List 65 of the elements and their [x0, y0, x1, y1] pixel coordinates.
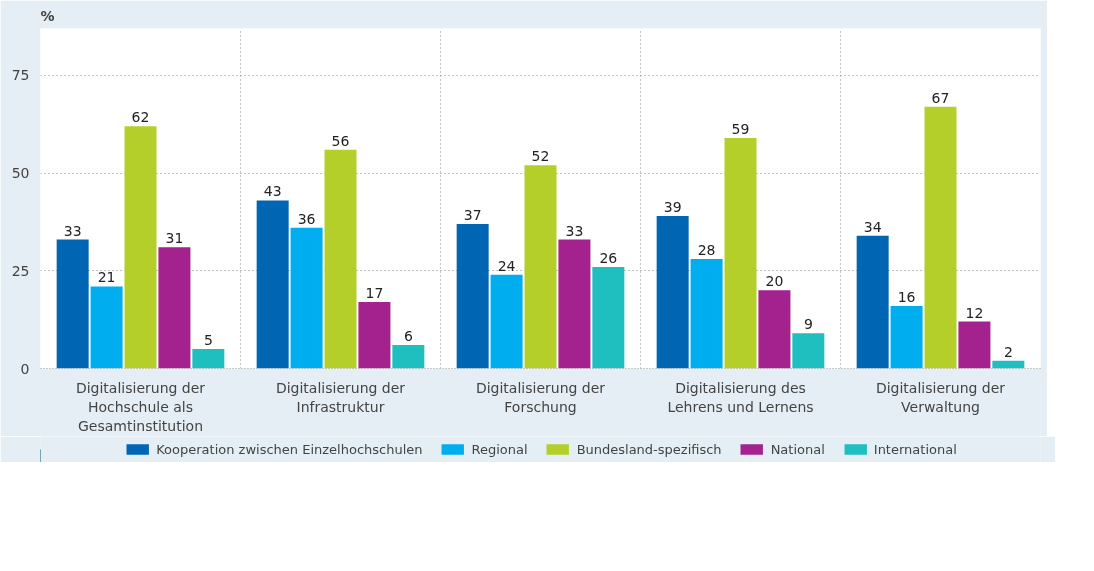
y-tick-label: 0 — [20, 360, 30, 377]
data-label: 17 — [365, 285, 384, 302]
bar — [992, 360, 1025, 369]
bar — [490, 274, 523, 369]
data-label: 59 — [731, 120, 750, 137]
y-tick-label: 75 — [11, 67, 30, 84]
y-tick-label: 25 — [11, 262, 30, 279]
bar — [124, 126, 157, 369]
data-label: 6 — [403, 328, 413, 345]
legend-label: Regional — [471, 441, 528, 457]
bar — [792, 333, 825, 369]
bar — [890, 305, 923, 369]
bar — [290, 227, 323, 369]
y-axis-title: % — [40, 7, 55, 24]
bar — [90, 286, 123, 369]
bar — [856, 235, 889, 369]
bar — [758, 290, 791, 369]
x-tick-label: Digitalisierung des Lehrens und Lernens — [667, 379, 814, 415]
data-label: 36 — [297, 210, 316, 227]
bar — [256, 200, 289, 369]
bar — [56, 239, 89, 369]
data-label: 31 — [165, 230, 184, 247]
data-label: 20 — [765, 273, 784, 290]
bar — [592, 266, 625, 369]
data-label: 62 — [131, 109, 150, 126]
data-label: 52 — [531, 148, 550, 165]
data-label: 21 — [97, 269, 116, 286]
data-label: 56 — [331, 132, 350, 149]
bar — [524, 165, 557, 369]
data-label: 2 — [1003, 343, 1013, 360]
bar — [958, 321, 991, 369]
y-tick-label: 50 — [11, 165, 30, 182]
data-label: 9 — [803, 316, 813, 333]
bar — [724, 137, 757, 369]
x-tick-label: Digitalisierung der Infrastruktur — [275, 379, 406, 415]
bar — [358, 302, 391, 369]
data-label: 16 — [897, 288, 916, 305]
data-label: 33 — [565, 222, 584, 239]
bar — [158, 247, 191, 369]
legend-label: National — [770, 441, 825, 457]
legend-label: Bundesland-spezifisch — [576, 441, 722, 457]
bar — [558, 239, 591, 369]
x-tick-label: Digitalisierung der Forschung — [475, 379, 606, 415]
data-label: 28 — [697, 242, 716, 259]
legend-label: Kooperation zwischen Einzelhochschulen — [156, 441, 423, 457]
data-label: 67 — [931, 89, 950, 106]
data-label: 43 — [263, 183, 282, 200]
x-tick-label: Digitalisierung der Hochschule als Gesamtinstitution — [75, 379, 206, 434]
bar — [690, 259, 723, 369]
bar — [656, 216, 689, 369]
data-label: 39 — [663, 199, 682, 216]
bar — [456, 223, 489, 369]
data-label: 26 — [599, 249, 618, 266]
data-label: 5 — [203, 331, 213, 348]
bar — [324, 149, 357, 369]
x-tick-label: Digitalisierung der Verwaltung — [875, 379, 1006, 415]
data-label: 33 — [63, 222, 82, 239]
data-label: 34 — [863, 218, 882, 235]
bar — [192, 348, 225, 369]
data-label: 37 — [463, 206, 482, 223]
bar — [924, 106, 957, 369]
bar — [392, 345, 425, 369]
data-label: 24 — [497, 257, 516, 274]
legend-label: International — [873, 441, 957, 457]
data-label: 12 — [965, 304, 984, 321]
